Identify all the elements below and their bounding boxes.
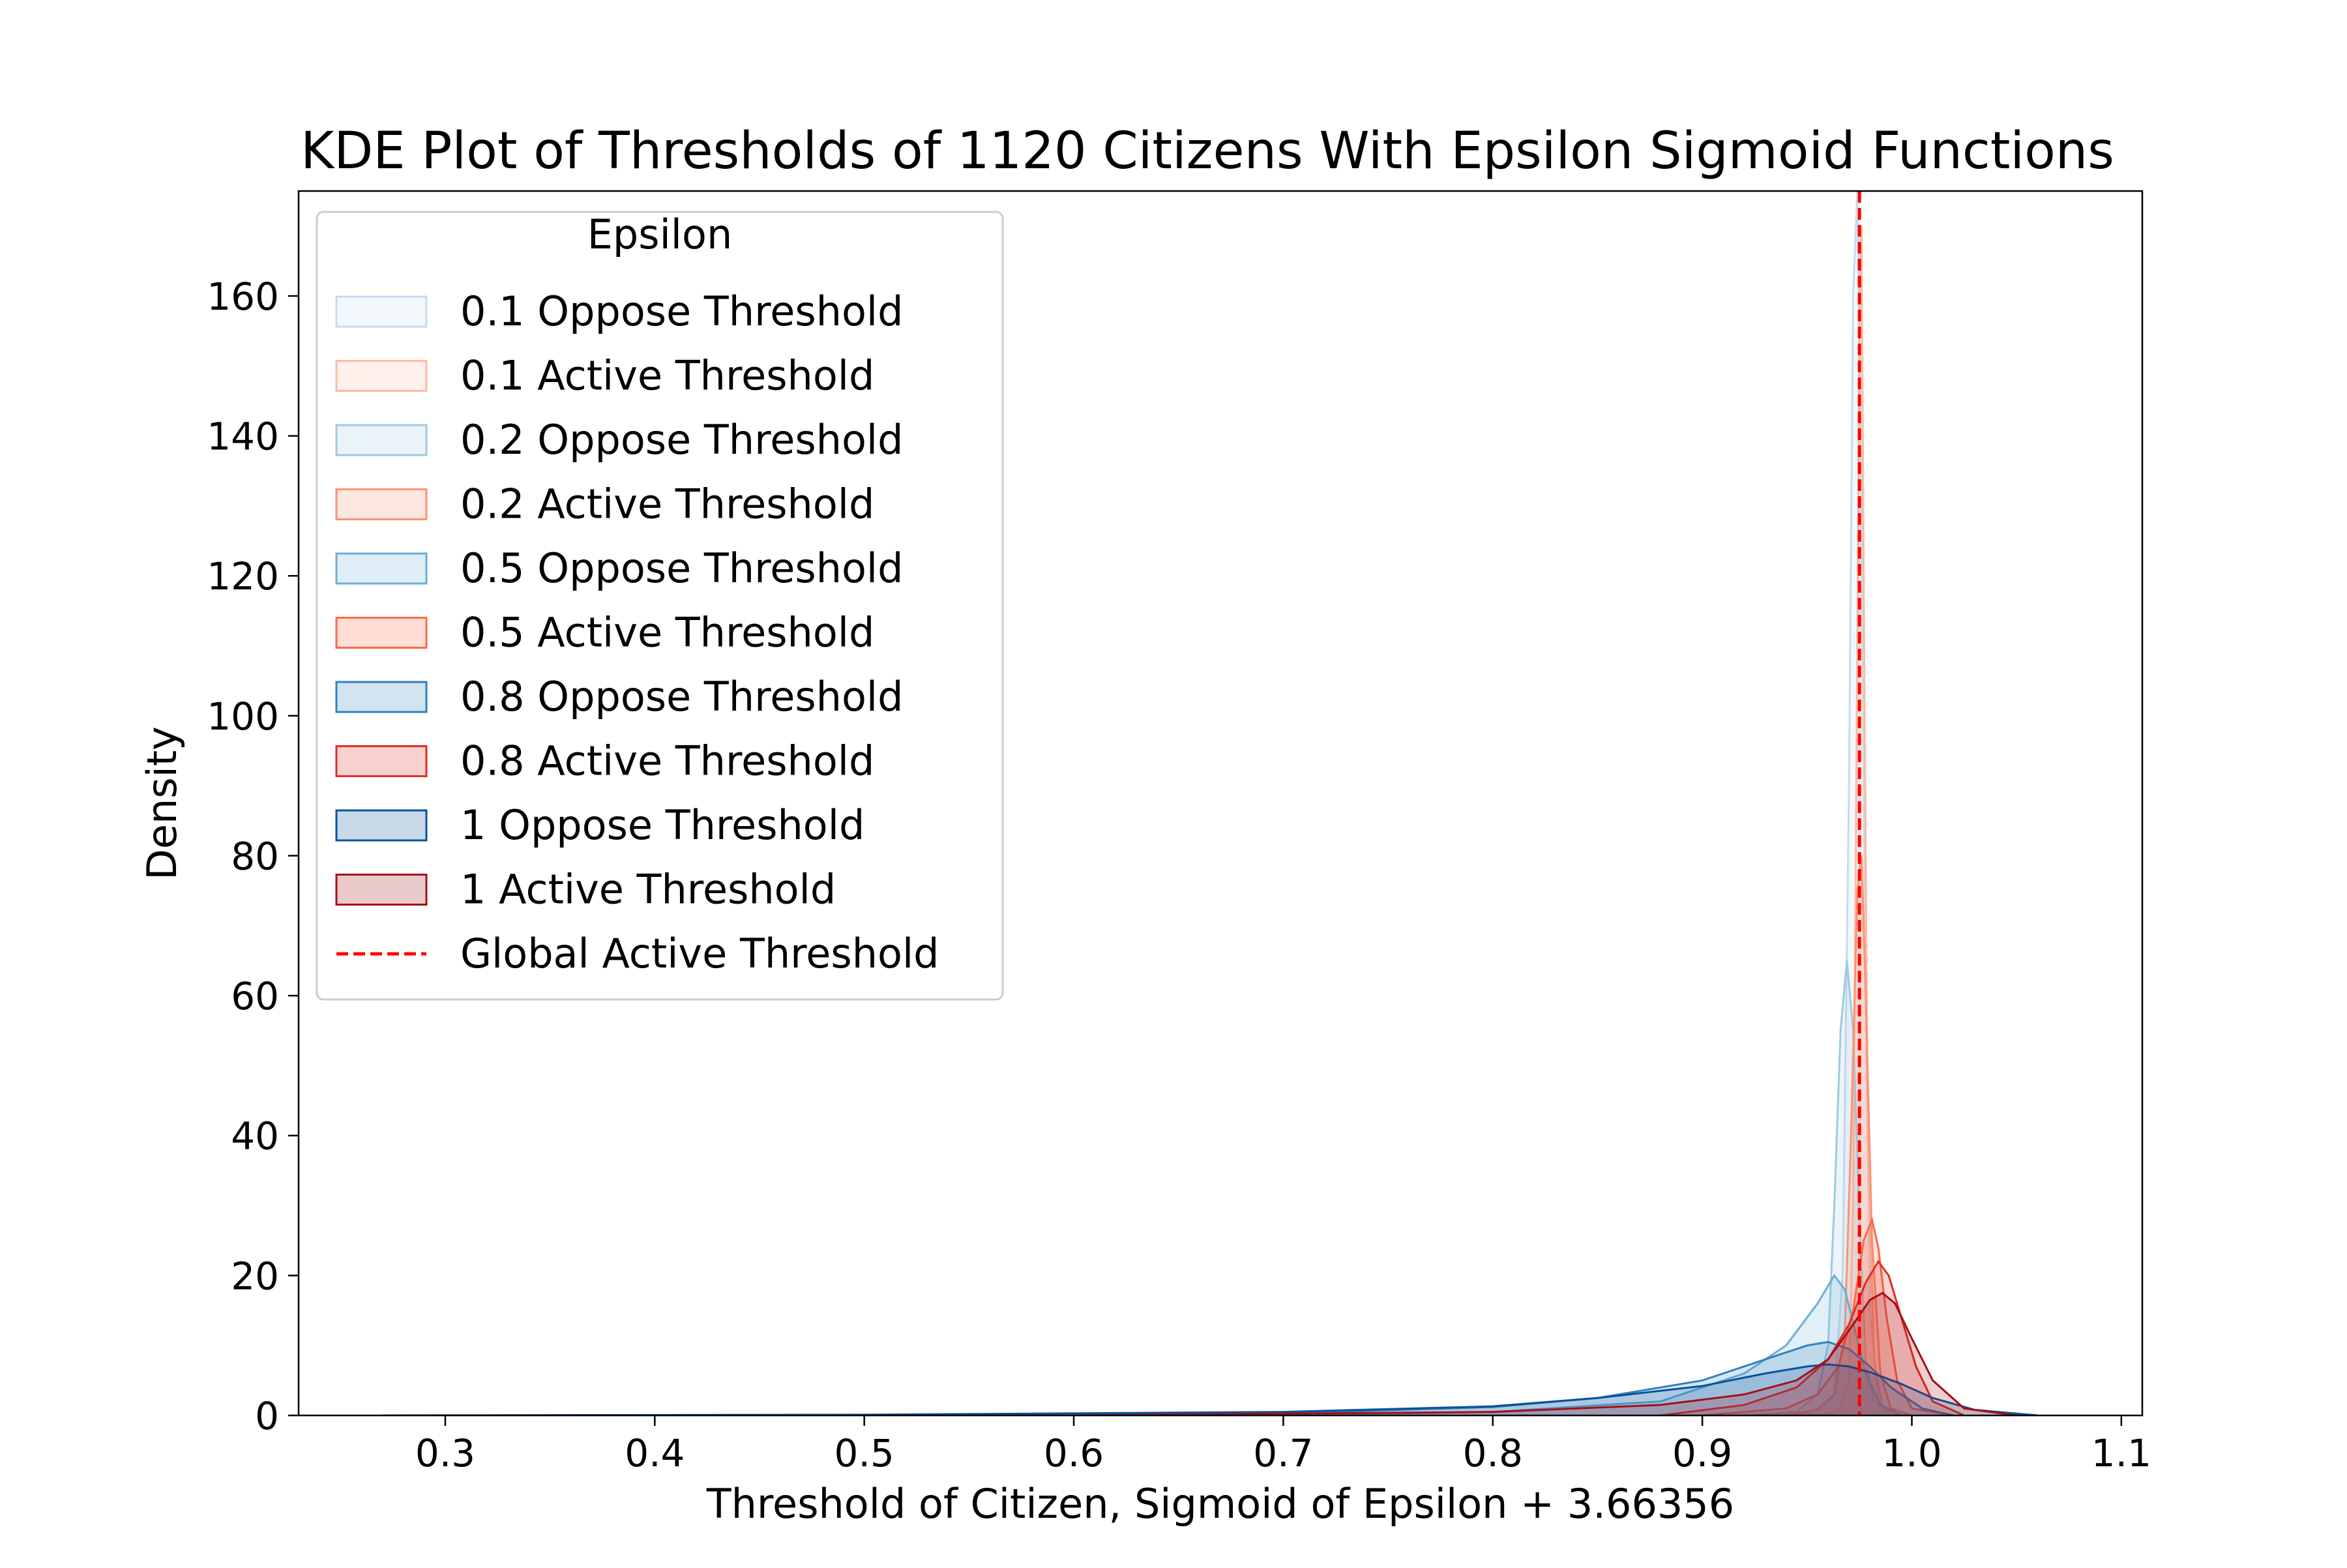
legend-item: 0.5 Active Threshold: [335, 609, 874, 657]
chart-title: KDE Plot of Thresholds of 1120 Citizens …: [301, 122, 2114, 181]
series-9: [382, 1363, 2038, 1415]
legend-box: [316, 211, 1004, 1001]
series-area: [969, 1342, 1954, 1415]
y-tick-label: 0: [255, 1394, 279, 1438]
legend-label: 0.5 Oppose Threshold: [460, 544, 903, 592]
legend-label: 0.5 Active Threshold: [460, 609, 874, 657]
legend-swatch: [335, 617, 428, 649]
series-area: [382, 1364, 2038, 1415]
series-line: [1744, 960, 1892, 1415]
series-line: [1702, 1216, 1955, 1415]
legend-swatch: [335, 874, 428, 906]
legend-label: 0.1 Active Threshold: [460, 352, 874, 400]
x-tick-label: 0.8: [1463, 1431, 1523, 1475]
x-tick-label: 0.9: [1672, 1431, 1732, 1475]
legend-swatch: [335, 681, 428, 713]
x-tick-label: 0.7: [1253, 1431, 1313, 1475]
series-area: [1283, 1275, 1902, 1415]
y-axis: 0 20 40 60 80 100 120 140 160: [207, 274, 299, 1438]
y-tick-label: 80: [231, 834, 279, 878]
legend-item: 1 Active Threshold: [335, 866, 836, 913]
x-axis-label: Threshold of Citizen, Sigmoid of Epsilon…: [706, 1480, 1734, 1528]
legend-item-global-threshold: Global Active Threshold: [336, 930, 939, 977]
legend-label: 0.8 Oppose Threshold: [460, 673, 903, 720]
series-area: [1660, 1261, 1964, 1415]
legend-swatch: [335, 809, 428, 842]
y-axis-label: Density: [138, 726, 186, 880]
legend-swatch: [335, 295, 428, 328]
legend-label: 1 Oppose Threshold: [460, 801, 864, 849]
legend-item: 0.5 Oppose Threshold: [335, 544, 903, 592]
x-tick-label: 0.3: [415, 1431, 475, 1475]
x-tick-label: 1.1: [2091, 1431, 2151, 1475]
legend-item: 0.8 Oppose Threshold: [335, 673, 903, 720]
series-line: [1660, 1260, 1965, 1415]
x-tick-label: 0.6: [1044, 1431, 1104, 1475]
legend-swatch: [335, 360, 428, 392]
y-tick-label: 160: [207, 274, 279, 319]
series-line: [1283, 1273, 1902, 1415]
legend-label: 0.2 Oppose Threshold: [460, 416, 903, 464]
y-tick-label: 40: [231, 1114, 279, 1159]
legend-label: 0.8 Active Threshold: [460, 737, 874, 785]
legend-swatch: [335, 745, 428, 777]
legend: Epsilon 0.1 Oppose Threshold 0.1 Active Th…: [316, 211, 1004, 1001]
legend-swatch: [335, 424, 428, 456]
legend-item: 0.1 Active Threshold: [335, 352, 874, 400]
legend-label: 0.2 Active Threshold: [460, 481, 874, 528]
legend-title: Epsilon: [587, 211, 733, 258]
series-line: [1073, 1292, 2017, 1415]
legend-item: 1 Oppose Threshold: [335, 801, 864, 849]
series-10: [1073, 1292, 2017, 1415]
x-tick-label: 1.0: [1882, 1431, 1941, 1475]
legend-item: 0.2 Active Threshold: [335, 481, 874, 528]
y-tick-label: 60: [231, 974, 279, 1018]
legend-swatch: [335, 552, 428, 585]
legend-item: 0.2 Oppose Threshold: [335, 416, 903, 464]
series-area: [1702, 1219, 1954, 1415]
y-tick-label: 120: [207, 554, 279, 599]
legend-label: 0.1 Oppose Threshold: [460, 288, 903, 335]
plot-frame: [297, 190, 2144, 1417]
series-6: [1702, 1216, 1955, 1415]
x-axis: 0.3 0.4 0.5 0.6 0.7 0.8 0.9 1.0 1.1: [415, 1415, 2151, 1475]
legend-item: 0.8 Active Threshold: [335, 737, 874, 785]
x-tick-label: 0.5: [834, 1431, 894, 1475]
y-tick-label: 20: [231, 1254, 279, 1298]
series-5: [1283, 1273, 1902, 1415]
series-8: [1660, 1260, 1965, 1415]
x-tick-label: 0.4: [625, 1431, 685, 1475]
legend-label: Global Active Threshold: [460, 930, 939, 977]
legend-swatch: [335, 488, 428, 520]
y-tick-label: 140: [207, 415, 279, 459]
y-tick-label: 100: [207, 694, 279, 739]
series-line: [382, 1363, 2038, 1415]
legend-label: 1 Active Threshold: [460, 866, 836, 913]
legend-item: 0.1 Oppose Threshold: [335, 288, 903, 335]
